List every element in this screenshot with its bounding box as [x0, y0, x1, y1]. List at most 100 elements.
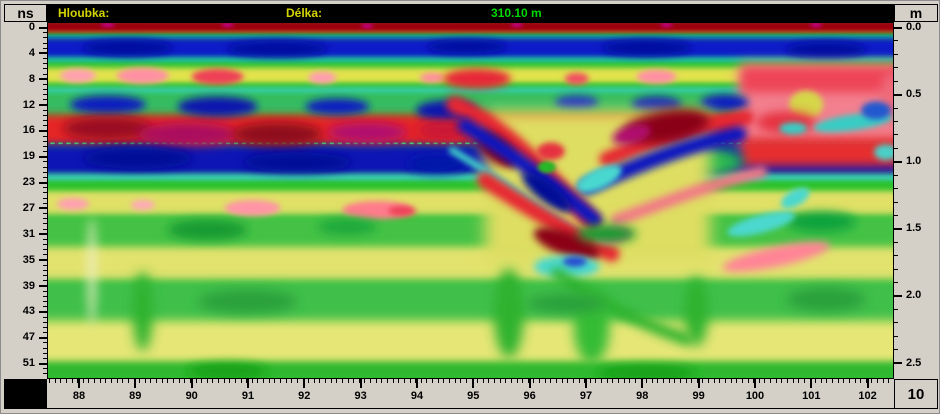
- tick-label: 0: [28, 21, 35, 33]
- tick-minor: [150, 379, 152, 383]
- tick-minor: [364, 379, 366, 383]
- tick-minor: [640, 379, 642, 383]
- tick-minor: [43, 306, 47, 308]
- tick-minor: [601, 379, 602, 383]
- tick-minor: [43, 202, 47, 204]
- tick-minor: [465, 379, 467, 383]
- tick-minor: [894, 40, 898, 42]
- tick-minor: [195, 379, 197, 383]
- tick-minor: [550, 379, 552, 383]
- tick-minor: [471, 379, 473, 383]
- radargram-shape: [242, 152, 353, 173]
- tick-minor: [43, 332, 47, 333]
- tick-minor: [629, 379, 631, 383]
- radargram-shape: [631, 96, 682, 113]
- radargram-shape: [636, 69, 677, 84]
- radargram-plot-area[interactable]: [47, 22, 894, 379]
- radargram-shape: [427, 39, 507, 54]
- radargram-svg: [48, 23, 893, 378]
- tick-minor: [443, 379, 445, 383]
- tick-minor: [381, 379, 383, 383]
- radargram-shape: [722, 241, 830, 272]
- tick-minor: [43, 249, 47, 251]
- tick-minor: [741, 379, 743, 383]
- radargram-shape: [48, 181, 893, 194]
- tick-major: [78, 379, 80, 388]
- tick-major: [894, 227, 902, 230]
- tick-label: 0.0: [906, 21, 922, 33]
- radargram-shape: [417, 121, 468, 140]
- radargram-shape: [86, 216, 97, 327]
- radargram-shape: [576, 224, 637, 243]
- tick-minor: [43, 192, 47, 194]
- tick-minor: [88, 379, 90, 383]
- page-number: 10: [907, 385, 925, 403]
- tick-minor: [426, 379, 428, 383]
- tick-minor: [798, 379, 800, 383]
- tick-minor: [815, 379, 817, 383]
- tick-minor: [775, 379, 777, 383]
- right-axis-depth-m: 0.0 0.5 1.0 1.5 2.0 2.5: [894, 22, 938, 379]
- tick-major: [894, 362, 902, 364]
- tick-major: [416, 379, 418, 388]
- radargram-shape: [48, 33, 893, 37]
- radargram-shape: [308, 71, 337, 84]
- radargram-shape: [48, 280, 893, 323]
- tick-minor: [460, 379, 462, 383]
- radargram-shape: [167, 219, 248, 240]
- radargram-shape: [786, 211, 857, 232]
- tick-major: [39, 26, 47, 29]
- tick-label: 27: [22, 201, 35, 214]
- tick-major: [39, 78, 47, 81]
- radargram-shape: [191, 68, 244, 85]
- tick-minor: [882, 379, 884, 383]
- tick-minor: [99, 379, 101, 383]
- tick-minor: [43, 120, 47, 121]
- tick-minor: [43, 114, 47, 116]
- tick-minor: [268, 379, 270, 383]
- tick-major: [39, 155, 47, 158]
- tick-minor: [561, 379, 563, 383]
- tick-minor: [584, 379, 586, 383]
- tick-minor: [43, 83, 47, 85]
- tick-minor: [747, 379, 749, 383]
- tick-major: [247, 379, 249, 388]
- tick-minor: [285, 379, 287, 383]
- tick-minor: [894, 282, 898, 283]
- tick-minor: [263, 379, 265, 383]
- radargram-shape: [789, 90, 824, 119]
- tick-minor: [43, 151, 47, 153]
- tick-major: [39, 259, 47, 262]
- tick-label: 1.5: [906, 222, 922, 235]
- radargram-shape: [48, 30, 893, 34]
- tick-minor: [172, 379, 174, 383]
- tick-label: 92: [298, 390, 311, 402]
- tick-minor: [572, 379, 574, 383]
- radargram-shape: [232, 122, 323, 147]
- tick-label: 8: [28, 72, 35, 85]
- tick-minor: [685, 379, 687, 383]
- radargram-shape: [177, 96, 258, 117]
- radargram-shape: [48, 62, 893, 69]
- radargram-shape: [533, 227, 600, 261]
- tick-major: [866, 379, 869, 388]
- tick-minor: [43, 264, 47, 266]
- tick-label: 95: [467, 390, 480, 402]
- tick-major: [472, 379, 475, 388]
- tick-minor: [353, 379, 355, 383]
- tick-minor: [415, 379, 417, 383]
- tick-minor: [43, 223, 47, 225]
- tick-minor: [770, 379, 771, 383]
- tick-major: [39, 104, 47, 106]
- tick-minor: [708, 379, 710, 383]
- radargram-shape: [554, 95, 599, 110]
- tick-minor: [296, 379, 298, 383]
- tick-label: 100: [745, 390, 765, 402]
- tick-major: [894, 160, 902, 163]
- tick-label: 47: [22, 331, 35, 344]
- tick-minor: [43, 280, 47, 282]
- tick-label: 1.0: [906, 155, 922, 168]
- tick-minor: [358, 379, 360, 383]
- tick-minor: [43, 357, 47, 359]
- tick-major: [39, 207, 47, 210]
